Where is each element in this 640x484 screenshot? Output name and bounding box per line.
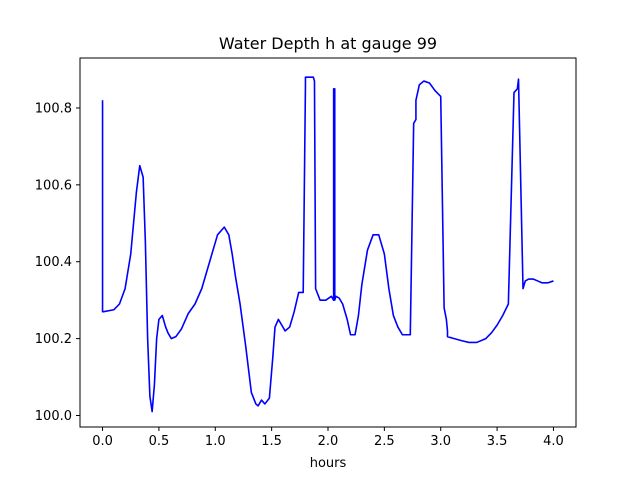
x-axis-label: hours [310, 456, 347, 471]
x-tick-label: 2.5 [374, 434, 395, 449]
x-tick-label: 2.0 [318, 434, 339, 449]
y-tick-label: 100.2 [35, 332, 72, 347]
x-tick-label: 0.0 [92, 434, 113, 449]
y-axis-ticks: 100.0 100.2 100.4 100.6 100.8 [35, 101, 80, 424]
series-layer [101, 76, 554, 413]
plot-area [80, 58, 576, 427]
y-tick-label: 100.4 [35, 255, 72, 270]
y-tick-label: 100.6 [35, 178, 72, 193]
y-tick-label: 100.8 [35, 101, 72, 116]
chart-title: Water Depth h at gauge 99 [219, 34, 437, 53]
x-tick-label: 1.0 [205, 434, 226, 449]
x-tick-label: 1.5 [261, 434, 282, 449]
x-tick-label: 3.5 [487, 434, 508, 449]
x-axis-ticks: 0.0 0.5 1.0 1.5 2.0 2.5 3.0 3.5 4.0 [92, 427, 564, 449]
y-tick-label: 100.0 [35, 409, 72, 424]
x-tick-label: 3.0 [430, 434, 451, 449]
x-tick-label: 4.0 [543, 434, 564, 449]
series-line-0 [101, 76, 554, 413]
x-tick-label: 0.5 [149, 434, 170, 449]
